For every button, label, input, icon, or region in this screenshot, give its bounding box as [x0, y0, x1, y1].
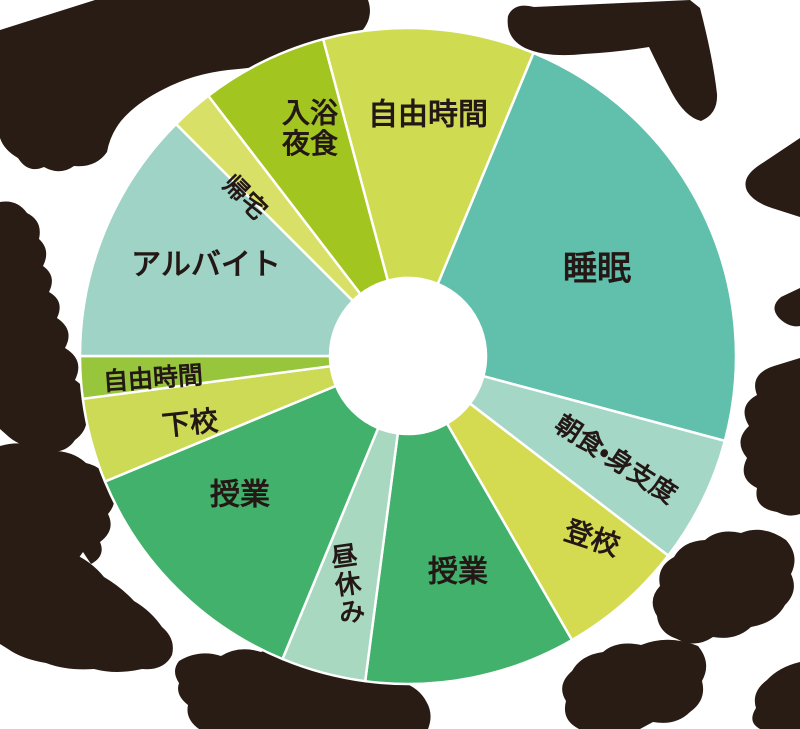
ink-blob-bottom-left [0, 526, 173, 672]
pie-slice [78, 122, 355, 358]
slice-label: 昼休み [328, 539, 368, 628]
ink-blob-right-mid [740, 358, 800, 516]
slice-label: 自由時間 [102, 360, 204, 396]
chart-slices [78, 26, 738, 686]
ink-blob-left-mid [0, 201, 88, 452]
slice-label: アルバイト [131, 249, 281, 282]
slice-label: 睡眠 [563, 250, 631, 288]
slice-label: 入浴夜食 [281, 98, 338, 159]
slice-label: 授業 [210, 479, 270, 512]
ink-blob-bottom-right-corner [752, 662, 800, 729]
pie-slice [436, 51, 738, 443]
ink-blob-right-nib [774, 288, 800, 327]
slice-label: 下校 [161, 405, 221, 442]
ink-blob-bottom-right [562, 639, 707, 729]
pie-slice [321, 26, 535, 286]
ink-blob-bottom-band [175, 647, 431, 729]
ink-blob-right-wedge [745, 138, 800, 217]
slice-label: 自由時間 [368, 99, 488, 132]
slice-label: 授業 [428, 556, 488, 589]
pie-slice [363, 422, 574, 686]
ink-blob-top-left [0, 0, 370, 172]
ink-blob-top-right [507, 0, 718, 121]
pie-slice [207, 37, 390, 296]
ink-blob-right-lower [652, 529, 795, 644]
